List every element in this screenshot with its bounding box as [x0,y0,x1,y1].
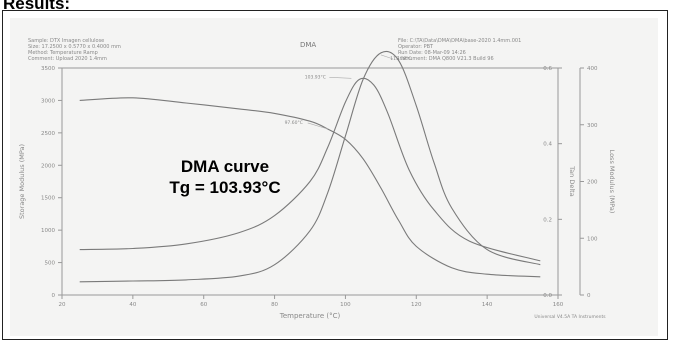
left-y-tick-label: 1500 [41,196,55,202]
loss-modulus-tick-label: 300 [587,123,598,129]
scan-header-line: Comment: Upload 2020 1.4mm [28,56,107,62]
left-y-tick-label: 3000 [41,98,55,104]
scan-header-line: Operator: PBT [398,44,434,50]
x-tick-label: 40 [129,302,136,308]
left-y-tick-label: 0 [52,293,56,299]
scan-title: DMA [300,41,317,49]
tan-delta-curve [79,50,541,283]
loss-modulus-tick-label: 200 [587,180,598,186]
annotation-leader [307,122,328,130]
storage-modulus-curve [79,97,541,278]
scan-header-line: Instrument: DMA Q800 V21.3 Build 96 [398,56,494,62]
x-tick-label: 60 [200,302,207,308]
left-y-tick-label: 2500 [41,131,55,137]
dma-scan-image: Sample: DTX Imagen cellulose Size: 17.25… [10,18,658,336]
left-y-tick-label: 2000 [41,163,55,169]
scan-header-right: File: C:\TA\Data\DMA\DMA\base-2020 1.4mm… [398,38,521,62]
instrument-footer: Universal V4.5A TA Instruments [534,314,606,320]
loss-modulus-axis-label: Loss Modulus (MPa) [608,150,616,214]
tg-overlay: DMA curve Tg = 103.93°C [150,156,300,198]
overlay-line-1: DMA curve [180,157,270,176]
scan-header-line: Run Date: 08-Mar-09 14:26 [398,50,466,56]
storage-modulus-onset-label: 97.60°C [285,120,303,126]
dma-chart: 20 40 60 80 100 120 140 16005001000150020002500… [18,50,616,320]
tan-delta-tick-label: 0.4 [543,142,552,148]
tan-delta-peak-label: 115.78°C [390,56,411,62]
x-tick-label: 20 [59,302,66,308]
annotation-leader [380,54,393,60]
loss-modulus-tick-label: 0 [587,293,591,299]
x-tick-label: 160 [553,302,564,308]
x-axis-label: Temperature (°C) [279,312,341,320]
scan-header-line: Method: Temperature Ramp [28,50,98,56]
left-y-tick-label: 3500 [41,66,55,72]
tan-delta-axis-label: Tan Delta [568,165,576,196]
tan-delta-tick-label: 0.2 [543,217,552,223]
x-tick-label: 80 [271,302,278,308]
annotation-leader [329,77,352,79]
left-y-axis-label: Storage Modulus (MPa) [18,144,26,219]
x-tick-label: 100 [340,302,351,308]
plot-frame [61,67,559,296]
loss-modulus-peak-label: 103.93°C [305,74,326,80]
left-y-tick-label: 1000 [41,228,55,234]
tan-delta-tick-label: 0.0 [543,293,552,299]
scan-header-line: Size: 17.2500 x 0.5770 x 0.4000 mm [28,44,121,50]
x-tick-label: 140 [482,302,493,308]
loss-modulus-curve [79,77,541,262]
left-y-tick-label: 500 [45,261,56,267]
scan-header-line: File: C:\TA\Data\DMA\DMA\base-2020 1.4mm… [398,38,522,44]
loss-modulus-tick-label: 100 [587,236,598,242]
scan-header-line: Sample: DTX Imagen cellulose [28,38,105,44]
x-tick-label: 120 [411,302,422,308]
scan-header-left: Sample: DTX Imagen cellulose Size: 17.25… [28,38,121,62]
results-heading: Results: [3,0,71,13]
overlay-line-2: Tg = 103.93°C [169,178,281,197]
loss-modulus-tick-label: 400 [587,66,598,72]
tan-delta-tick-label: 0.6 [543,66,552,72]
